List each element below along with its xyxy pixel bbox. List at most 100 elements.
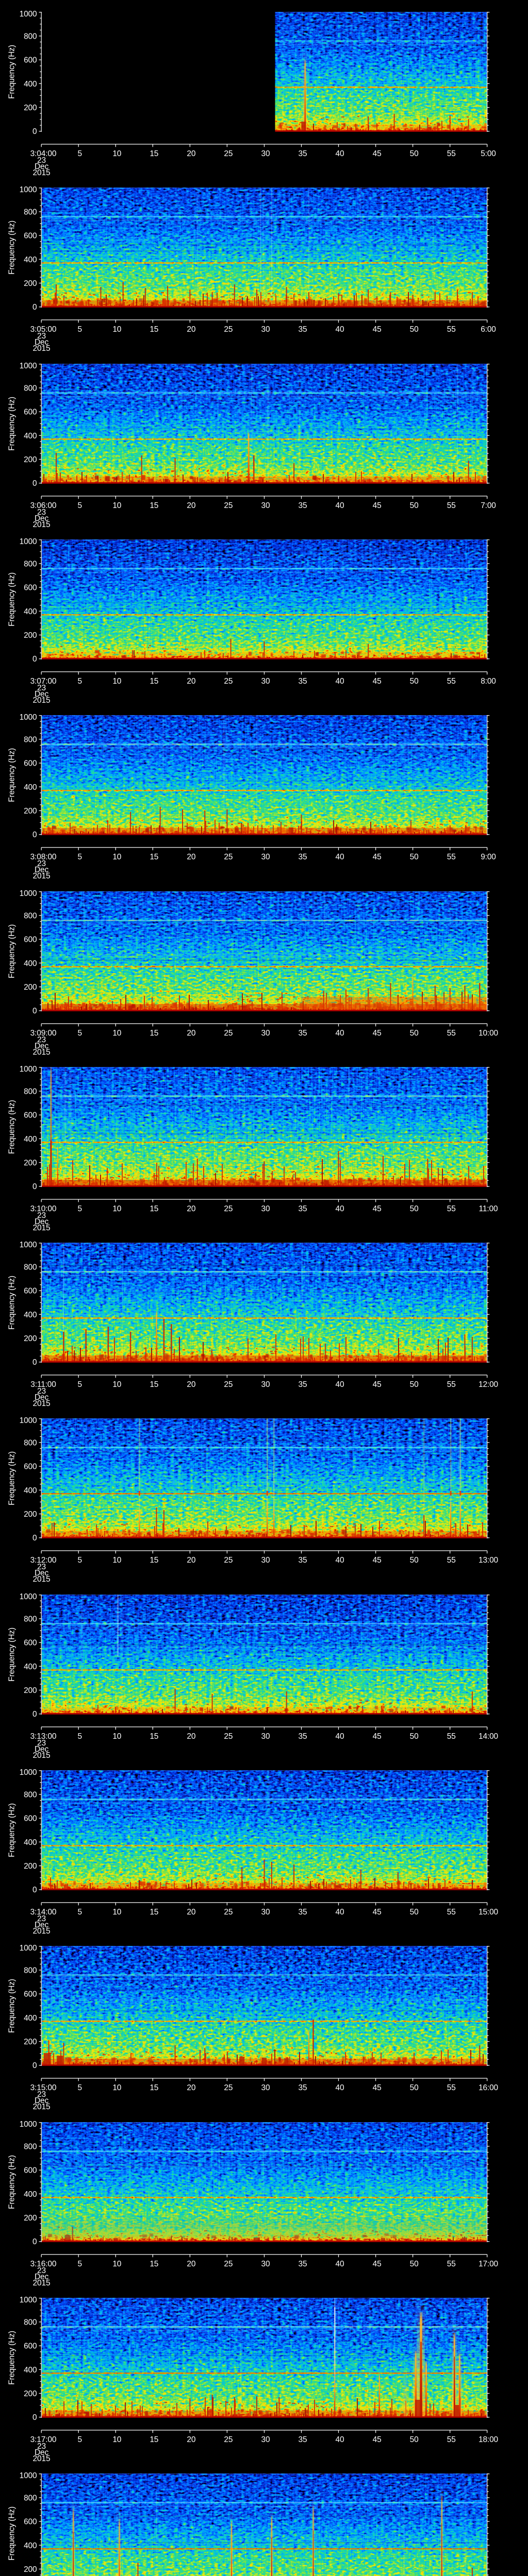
svg-text:23: 23 [37, 1563, 46, 1571]
svg-text:10: 10 [112, 1205, 121, 1213]
svg-text:40: 40 [336, 325, 344, 334]
svg-text:0: 0 [32, 1182, 37, 1191]
svg-text:5: 5 [77, 853, 81, 861]
svg-text:50: 50 [410, 853, 419, 861]
svg-text:40: 40 [336, 1556, 344, 1565]
svg-text:400: 400 [24, 1311, 37, 1319]
svg-text:25: 25 [224, 2260, 233, 2268]
svg-text:2015: 2015 [33, 520, 51, 529]
svg-text:Frequency (Hz): Frequency (Hz) [8, 1276, 16, 1330]
svg-text:Dec: Dec [35, 690, 49, 699]
svg-text:15: 15 [150, 1908, 158, 1917]
svg-text:2015: 2015 [33, 344, 51, 353]
svg-text:Frequency (Hz): Frequency (Hz) [8, 397, 16, 451]
svg-text:50: 50 [410, 1029, 419, 1038]
svg-text:10: 10 [112, 677, 121, 686]
svg-text:35: 35 [299, 325, 307, 334]
svg-text:0: 0 [32, 2061, 37, 2070]
svg-text:50: 50 [410, 2435, 419, 2444]
svg-text:40: 40 [336, 2083, 344, 2092]
svg-text:40: 40 [336, 2260, 344, 2268]
svg-text:55: 55 [447, 1908, 456, 1917]
svg-text:15: 15 [150, 1205, 158, 1213]
svg-text:1000: 1000 [20, 2471, 37, 2480]
svg-text:Dec: Dec [35, 1745, 49, 1754]
svg-text:3:16:00: 3:16:00 [30, 2260, 57, 2268]
svg-text:25: 25 [224, 325, 233, 334]
svg-text:2015: 2015 [33, 1575, 51, 1584]
svg-text:Frequency (Hz): Frequency (Hz) [8, 2331, 16, 2385]
svg-text:20: 20 [187, 853, 195, 861]
svg-text:Dec: Dec [35, 1393, 49, 1402]
svg-text:Dec: Dec [35, 2448, 49, 2457]
svg-text:20: 20 [187, 1029, 195, 1038]
svg-text:25: 25 [224, 1908, 233, 1917]
svg-text:40: 40 [336, 1380, 344, 1389]
svg-text:2015: 2015 [33, 1927, 51, 1936]
svg-text:20: 20 [187, 501, 195, 510]
svg-text:30: 30 [261, 1732, 270, 1741]
svg-text:Frequency (Hz): Frequency (Hz) [8, 1452, 16, 1506]
svg-text:45: 45 [373, 149, 382, 158]
svg-text:3:11:00: 3:11:00 [30, 1380, 56, 1389]
svg-text:200: 200 [24, 631, 37, 640]
svg-text:2015: 2015 [33, 2279, 51, 2287]
svg-text:23: 23 [37, 2442, 46, 2451]
svg-text:5: 5 [77, 1732, 81, 1741]
svg-text:30: 30 [261, 1908, 270, 1917]
svg-text:3:08:00: 3:08:00 [30, 853, 57, 861]
svg-text:0: 0 [32, 2413, 37, 2422]
svg-text:50: 50 [410, 2260, 419, 2268]
svg-text:400: 400 [24, 1486, 37, 1495]
svg-text:35: 35 [299, 1029, 307, 1038]
svg-text:3:14:00: 3:14:00 [30, 1908, 57, 1917]
svg-text:12:00: 12:00 [478, 1380, 499, 1389]
svg-text:50: 50 [410, 149, 419, 158]
svg-text:5: 5 [77, 1908, 81, 1917]
svg-text:0: 0 [32, 831, 37, 839]
svg-text:5:00: 5:00 [481, 149, 496, 158]
svg-text:50: 50 [410, 1205, 419, 1213]
svg-text:23: 23 [37, 2266, 46, 2275]
svg-text:45: 45 [373, 2083, 382, 2092]
svg-text:600: 600 [24, 1990, 37, 1999]
svg-text:Dec: Dec [35, 338, 49, 347]
svg-text:0: 0 [32, 127, 37, 136]
svg-text:400: 400 [24, 80, 37, 89]
svg-text:30: 30 [261, 1380, 270, 1389]
svg-text:1000: 1000 [20, 1768, 37, 1777]
svg-text:3:13:00: 3:13:00 [30, 1732, 57, 1741]
svg-text:5: 5 [77, 677, 81, 686]
svg-text:Frequency (Hz): Frequency (Hz) [8, 1628, 16, 1682]
svg-text:800: 800 [24, 384, 37, 393]
svg-text:23: 23 [37, 1387, 46, 1396]
svg-text:55: 55 [447, 1380, 456, 1389]
svg-text:Frequency (Hz): Frequency (Hz) [8, 924, 16, 978]
svg-text:15: 15 [150, 1556, 158, 1565]
svg-text:400: 400 [24, 959, 37, 968]
svg-text:40: 40 [336, 1205, 344, 1213]
svg-text:50: 50 [410, 1380, 419, 1389]
svg-text:6:00: 6:00 [481, 325, 496, 334]
svg-text:30: 30 [261, 677, 270, 686]
svg-text:1000: 1000 [20, 537, 37, 546]
svg-text:40: 40 [336, 149, 344, 158]
svg-text:30: 30 [261, 1205, 270, 1213]
svg-text:23: 23 [37, 684, 46, 692]
svg-text:10: 10 [112, 853, 121, 861]
svg-text:50: 50 [410, 325, 419, 334]
svg-text:30: 30 [261, 501, 270, 510]
svg-text:45: 45 [373, 853, 382, 861]
svg-text:35: 35 [299, 1205, 307, 1213]
svg-text:15: 15 [150, 325, 158, 334]
svg-text:10: 10 [112, 1908, 121, 1917]
svg-text:55: 55 [447, 325, 456, 334]
svg-text:600: 600 [24, 1638, 37, 1647]
svg-text:23: 23 [37, 508, 46, 517]
svg-text:25: 25 [224, 2435, 233, 2444]
svg-text:0: 0 [32, 1358, 37, 1367]
svg-text:25: 25 [224, 1205, 233, 1213]
svg-text:15: 15 [150, 1029, 158, 1038]
svg-text:1000: 1000 [20, 1416, 37, 1425]
svg-text:400: 400 [24, 1135, 37, 1144]
